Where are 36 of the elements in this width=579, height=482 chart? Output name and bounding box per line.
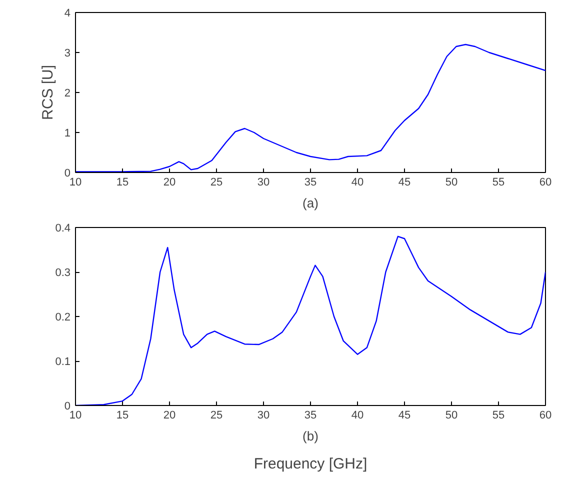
y-tick-label: 0: [64, 168, 71, 180]
x-tick-label: 55: [492, 410, 505, 422]
y-tick-label: 3: [64, 48, 71, 60]
y-tick-label: 4: [64, 8, 71, 20]
x-tick-label: 60: [539, 410, 552, 422]
x-tick-label: 25: [210, 410, 223, 422]
x-tick-label: 45: [398, 176, 411, 188]
x-tick-label: 30: [257, 410, 270, 422]
x-tick-label: 40: [351, 176, 364, 188]
y-tick-label: 0.1: [55, 356, 71, 368]
x-tick-label: 40: [351, 410, 364, 422]
text: (b): [302, 428, 318, 444]
x-tick-label: 35: [304, 410, 317, 422]
x-tick-label: 45: [398, 410, 411, 422]
x-tick-label: 15: [116, 410, 129, 422]
x-tick-label: 25: [210, 176, 223, 188]
y-tick-label: 0.3: [55, 267, 71, 279]
x-tick-label: 20: [163, 410, 176, 422]
y-tick-label: 1: [64, 128, 71, 140]
x-tick-label: 20: [163, 176, 176, 188]
text: (a): [302, 196, 318, 210]
y-tick-label: 2: [64, 88, 71, 100]
x-tick-label: 35: [304, 176, 317, 188]
x-tick-label: 50: [445, 176, 458, 188]
y-tick-label: 0.4: [55, 222, 71, 234]
x-tick-label: 55: [492, 176, 505, 188]
x-tick-label: 60: [539, 176, 552, 188]
x-tick-label: 15: [116, 176, 129, 188]
y-tick-label: 0.2: [55, 312, 71, 324]
x-tick-label: 50: [445, 410, 458, 422]
x-axis-title: Frequency [GHz]: [254, 456, 368, 472]
x-tick-label: 10: [69, 176, 82, 188]
y-axis-title: RCS [U]: [39, 64, 56, 120]
x-tick-label: 30: [257, 176, 270, 188]
y-tick-label: 0: [64, 400, 71, 412]
x-tick-label: 10: [69, 410, 82, 422]
